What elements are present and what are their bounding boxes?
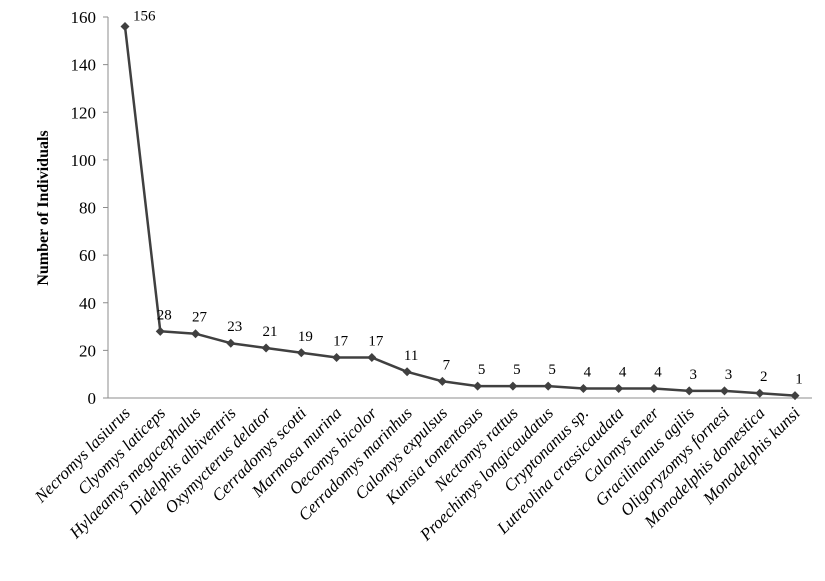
data-point-marker — [790, 391, 800, 401]
data-label: 28 — [157, 307, 172, 323]
data-point-marker — [543, 381, 553, 391]
data-label: 7 — [443, 357, 451, 373]
data-point-marker — [367, 353, 377, 363]
data-point-marker — [437, 376, 447, 386]
y-tick-label: 80 — [79, 199, 96, 218]
data-label: 21 — [263, 324, 278, 340]
axes — [107, 17, 812, 399]
series-line — [123, 26, 796, 397]
data-label: 5 — [478, 362, 486, 378]
data-point-marker — [120, 22, 130, 32]
y-tick-label: 0 — [88, 389, 97, 408]
data-label: 3 — [689, 367, 697, 383]
data-point-marker — [402, 367, 412, 377]
data-point-marker — [332, 353, 342, 363]
data-point-marker — [755, 388, 765, 398]
y-tick-label: 160 — [71, 8, 97, 27]
data-label: 4 — [654, 364, 662, 380]
data-label: 5 — [513, 362, 521, 378]
markers — [120, 22, 800, 401]
data-point-marker — [508, 381, 518, 391]
series-polyline — [123, 26, 796, 397]
y-ticks: 0 20 40 60 80 100 120 140 160 — [71, 8, 108, 408]
data-label: 17 — [333, 334, 349, 350]
y-tick-label: 40 — [79, 294, 96, 313]
data-label: 1 — [795, 372, 803, 388]
data-label: 27 — [192, 310, 208, 326]
data-label: 156 — [133, 9, 156, 25]
data-label: 4 — [619, 364, 627, 380]
data-label: 19 — [298, 329, 313, 345]
data-point-marker — [155, 326, 165, 336]
data-label: 5 — [548, 362, 556, 378]
y-tick-label: 20 — [79, 341, 96, 360]
data-label: 4 — [584, 364, 592, 380]
data-point-marker — [719, 386, 729, 396]
data-point-marker — [261, 343, 271, 353]
data-point-marker — [684, 386, 694, 396]
y-tick-label: 100 — [71, 151, 97, 170]
y-tick-label: 140 — [71, 56, 97, 75]
y-tick-label: 60 — [79, 246, 96, 265]
data-label: 17 — [368, 334, 384, 350]
data-point-marker — [614, 383, 624, 393]
data-point-marker — [296, 348, 306, 358]
data-point-marker — [649, 383, 659, 393]
data-label: 11 — [404, 348, 418, 364]
data-point-marker — [226, 338, 236, 348]
y-axis-label: Number of Individuals — [35, 130, 52, 285]
data-label: 2 — [760, 369, 768, 385]
y-tick-label: 120 — [71, 103, 97, 122]
data-label: 23 — [227, 319, 242, 335]
data-point-marker — [191, 329, 201, 339]
data-label: 3 — [725, 367, 733, 383]
data-point-marker — [473, 381, 483, 391]
data-point-marker — [578, 383, 588, 393]
